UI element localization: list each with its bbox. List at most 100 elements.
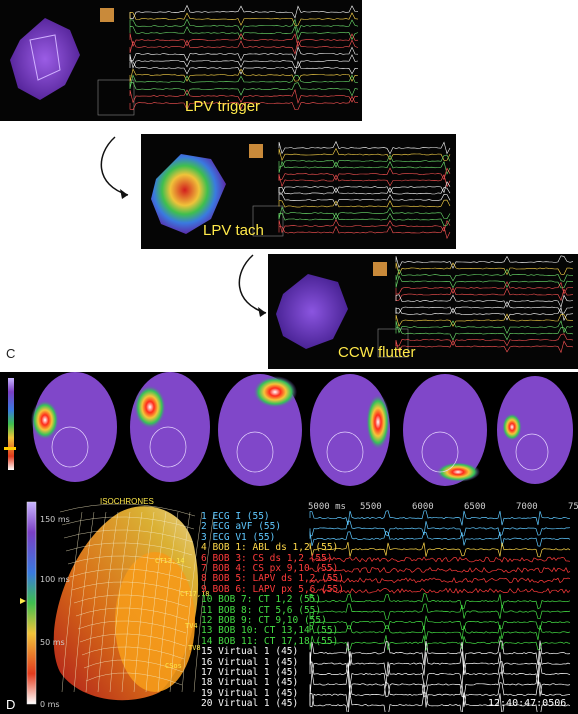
egm-trace <box>309 530 571 547</box>
trace-line <box>278 219 451 234</box>
channel-label: 2 ECG aVF (55) <box>201 521 282 533</box>
trace-line <box>395 275 573 289</box>
trace-line <box>395 326 574 341</box>
egm-trace <box>309 681 571 708</box>
egm-trace <box>309 661 571 687</box>
channel-label: 13 BOB 10: CT 13,14 (55) <box>201 625 339 637</box>
egm-trace <box>309 615 571 631</box>
trace-line <box>129 18 359 34</box>
trace-line <box>278 180 451 194</box>
scale-label-50: 50 ms <box>40 638 65 647</box>
channel-label: 6 BOB 3: CS ds 1,2 (55) <box>201 552 333 564</box>
channel-label: 12 BOB 9: CT 9,10 (55) <box>201 615 327 626</box>
trace-line <box>395 339 574 354</box>
egm-trace <box>309 541 571 558</box>
atrium-shape <box>276 274 348 349</box>
map-label-csos: CSos <box>165 662 182 670</box>
trace-line <box>278 193 451 207</box>
egm-trace <box>309 520 571 537</box>
time-axis-tick: 7000 <box>516 502 538 512</box>
channel-label: 20 Virtual 1 (45) <box>201 698 299 710</box>
time-axis-tick: 5000 ms <box>308 502 346 512</box>
trace-line <box>278 173 451 188</box>
time-axis-tick: 5500 <box>360 502 382 512</box>
trace-line <box>278 154 451 169</box>
trace-line <box>129 4 359 20</box>
map-label-ct13: CT13,14 <box>155 557 185 565</box>
trace-line <box>129 12 359 26</box>
egm-trace <box>309 593 571 610</box>
activation-map-2 <box>130 372 210 482</box>
trace-line <box>395 255 574 269</box>
trace-line <box>278 225 451 240</box>
egm-trace <box>309 692 571 712</box>
trace-line <box>129 46 359 62</box>
trace-line <box>129 60 359 75</box>
time-axis-tick: 7500 <box>568 502 578 512</box>
activation-map-5 <box>403 374 487 486</box>
trace-line <box>278 199 451 208</box>
isochrones-title: ISOCHRONES <box>100 497 154 506</box>
trace-line <box>395 320 574 335</box>
trace-line <box>395 262 574 276</box>
scale-label-100: 100 ms <box>40 575 70 584</box>
arrow-2 <box>228 253 278 327</box>
panel-c-letter: C <box>6 346 16 361</box>
label-lpv-tach: LPV tach <box>203 222 264 239</box>
trigger-map-svg <box>10 4 359 116</box>
orientation-icon <box>100 8 114 22</box>
egm-trace <box>309 640 571 666</box>
isochrone-scale-bar <box>26 501 37 705</box>
activation-map-6 <box>497 376 573 484</box>
egm-trace <box>309 635 571 651</box>
panel-d-graphics <box>4 372 573 705</box>
arrow-1 <box>90 135 140 209</box>
panel-c-tach: LPV tach <box>141 134 456 249</box>
trace-line <box>129 95 359 111</box>
channel-label: 1 ECG I (55) <box>201 511 270 522</box>
map-label-tv8: TV8 <box>188 644 201 652</box>
egm-trace <box>309 650 571 677</box>
trace-line <box>278 140 451 155</box>
channel-label: 17 Virtual 1 (45) <box>201 667 299 678</box>
scale-label-0: 0 ms <box>40 700 60 709</box>
trace-line <box>395 313 573 327</box>
time-axis-tick: 6000 <box>412 502 434 512</box>
trace-line <box>129 81 359 97</box>
trace-line <box>129 74 359 89</box>
trace-line <box>395 287 574 302</box>
channel-label: 15 Virtual 1 (45) <box>201 646 299 658</box>
activation-map-1 <box>31 372 117 482</box>
timestamp: 12:40:47:0506 <box>488 698 567 709</box>
egm-window: 5000 ms 5500 6000 6500 7000 7500 1 ECG I (55)… <box>198 500 578 712</box>
channel-label: 4 BOB 1: ABL ds 1,2 (55) <box>201 542 339 554</box>
time-axis-tick: 6500 <box>464 502 486 512</box>
channel-label: 18 Virtual 1 (45) <box>201 677 299 689</box>
channel-label: 10 BOB 7: CT 1,2 (55) <box>201 594 322 606</box>
trace-line <box>129 54 359 69</box>
trace-line <box>129 68 359 82</box>
atrium-shape <box>10 18 80 100</box>
label-lpv-trigger: LPV trigger <box>185 98 261 115</box>
trace-line <box>278 147 451 162</box>
trace-line <box>278 206 451 221</box>
channel-label: 14 BOB 11: CT 17,18 (55) <box>201 635 339 647</box>
scale-label-150: 150 ms <box>40 515 70 524</box>
trace-line <box>395 268 574 282</box>
panel-c-flutter: CCW flutter <box>268 254 578 369</box>
channel-label: 7 BOB 4: CS px 9,10 (55) <box>201 563 339 574</box>
trace-line <box>395 333 574 347</box>
egm-trace <box>309 556 571 563</box>
trace-line <box>129 25 359 41</box>
tach-map-svg <box>151 140 451 240</box>
map-label-ct17: CT17,18 <box>180 590 210 598</box>
activation-map-3 <box>218 374 302 486</box>
channel-label: 16 Virtual 1 (45) <box>201 656 299 668</box>
trace-line <box>278 160 451 175</box>
activation-map-4 <box>310 374 390 486</box>
panel-d-letter: D <box>6 697 16 712</box>
channel-label: 8 BOB 5: LAPV ds 1,2 (55) <box>201 573 344 585</box>
orientation-icon <box>249 144 263 158</box>
trace-line <box>395 301 574 314</box>
egm-trace <box>309 603 571 620</box>
